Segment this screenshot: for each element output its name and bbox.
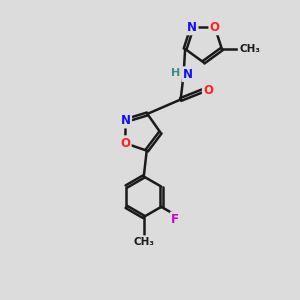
Text: CH₃: CH₃ xyxy=(133,237,154,247)
Text: CH₃: CH₃ xyxy=(239,44,260,54)
Text: N: N xyxy=(183,68,193,81)
Text: O: O xyxy=(203,84,213,97)
Text: F: F xyxy=(171,213,179,226)
Text: N: N xyxy=(121,114,131,127)
Text: O: O xyxy=(210,21,220,34)
Text: H: H xyxy=(171,68,180,78)
Text: N: N xyxy=(187,21,197,34)
Text: O: O xyxy=(120,137,130,150)
